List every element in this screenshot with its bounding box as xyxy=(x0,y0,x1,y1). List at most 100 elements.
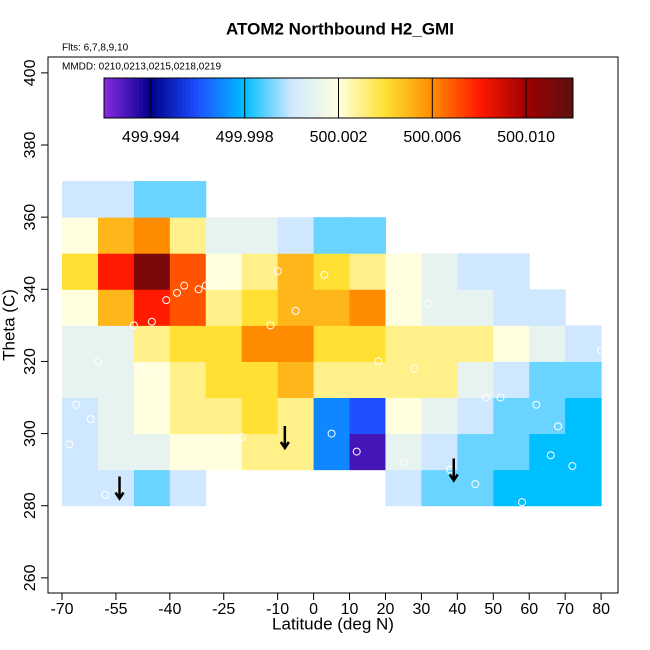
colorbar-swatch xyxy=(221,78,226,118)
heat-cell xyxy=(457,397,494,435)
heat-cell xyxy=(133,253,171,290)
heat-cell xyxy=(62,253,99,290)
colorbar-swatch xyxy=(459,78,465,118)
colorbar-swatch xyxy=(123,78,128,118)
heat-cell xyxy=(493,469,530,507)
heat-cell xyxy=(421,397,458,435)
colorbar-swatch xyxy=(119,78,125,118)
x-tick-label: -55 xyxy=(104,601,127,618)
heat-cell xyxy=(457,289,494,326)
heat-cell xyxy=(97,361,135,399)
colorbar-swatch xyxy=(471,78,476,118)
colorbar-swatch xyxy=(545,78,551,118)
heat-cell xyxy=(349,325,386,362)
heat-cell xyxy=(349,217,386,254)
heat-cell xyxy=(133,361,171,399)
x-axis-label: Latitude (deg N) xyxy=(272,614,394,633)
heat-cell xyxy=(133,433,171,471)
colorbar-swatch xyxy=(557,78,562,118)
heat-cell xyxy=(169,181,207,218)
colorbar-swatch xyxy=(373,78,379,118)
heat-cell xyxy=(457,361,494,399)
colorbar-swatch xyxy=(209,78,214,118)
y-tick-label: 380 xyxy=(22,132,39,159)
heat-cell xyxy=(169,217,207,254)
heat-cell xyxy=(62,469,99,507)
heat-cell xyxy=(133,217,171,254)
colorbar-swatch xyxy=(432,78,437,118)
colorbar-swatch xyxy=(135,78,140,118)
heat-cell xyxy=(62,289,99,326)
heat-cell xyxy=(313,361,351,399)
colorbar-swatch xyxy=(178,78,183,118)
heat-cell xyxy=(97,217,135,254)
heat-cell xyxy=(169,397,207,435)
colorbar-swatch xyxy=(514,78,519,118)
colorbar-swatch xyxy=(322,78,328,118)
heat-cell xyxy=(529,289,566,326)
colorbar-swatch xyxy=(334,78,339,118)
heat-cell xyxy=(133,397,171,435)
colorbar-swatch xyxy=(549,78,554,118)
heat-cell xyxy=(241,361,279,399)
colorbar-swatch xyxy=(530,78,535,118)
heat-cell xyxy=(205,433,243,471)
heat-cell xyxy=(169,361,207,399)
x-tick-label: 30 xyxy=(413,601,431,618)
y-axis-label: Theta (C) xyxy=(0,289,18,361)
observation-point xyxy=(101,490,110,499)
heat-cell xyxy=(133,289,171,326)
heat-cell xyxy=(349,289,386,326)
heat-cell xyxy=(421,325,458,362)
colorbar-swatch xyxy=(291,78,297,118)
heat-cell xyxy=(313,217,351,254)
heat-cell xyxy=(493,361,530,399)
observation-point xyxy=(147,317,156,326)
colorbar-swatch xyxy=(494,78,500,118)
observation-point xyxy=(194,285,203,294)
heat-cell xyxy=(565,325,602,362)
colorbar-swatch xyxy=(115,78,121,118)
heat-cell xyxy=(385,397,422,435)
plot-frame xyxy=(47,56,619,594)
x-tick-label: -70 xyxy=(50,601,73,618)
heat-cell xyxy=(565,361,602,399)
observation-point xyxy=(568,462,577,471)
colorbar-swatch xyxy=(393,78,398,118)
observation-point xyxy=(374,357,383,366)
colorbar-swatch xyxy=(479,78,484,118)
observation-point xyxy=(72,400,81,409)
heat-cell xyxy=(133,181,171,218)
colorbar-swatch xyxy=(490,78,496,118)
colorbar-swatch xyxy=(447,78,453,118)
observation-point xyxy=(86,415,95,424)
y-tick-label: 320 xyxy=(22,348,39,375)
colorbar-swatch xyxy=(252,78,257,118)
observation-point xyxy=(129,321,138,330)
colorbar-swatch xyxy=(232,78,238,118)
observation-point xyxy=(482,393,491,402)
colorbar-swatch xyxy=(416,78,422,118)
colorbar-swatch xyxy=(381,78,386,118)
colorbar-swatch xyxy=(463,78,468,118)
observation-point xyxy=(266,321,275,330)
colorbar-swatch xyxy=(143,78,148,118)
x-tick-label: 20 xyxy=(377,601,395,618)
y-tick-label: 400 xyxy=(22,59,39,86)
colorbar-swatch xyxy=(303,78,308,118)
observation-point xyxy=(291,306,300,315)
heat-cell xyxy=(62,433,99,471)
colorbar-swatch xyxy=(193,78,199,118)
colorbar-tick-label: 500.006 xyxy=(403,129,461,146)
colorbar-swatch xyxy=(502,78,508,118)
colorbar-swatch xyxy=(369,78,375,118)
colorbar-tick-label: 500.002 xyxy=(310,129,368,146)
heat-cell xyxy=(529,397,566,435)
colorbar-swatch xyxy=(189,78,195,118)
heat-cell xyxy=(529,469,566,507)
x-tick-label: -25 xyxy=(212,601,235,618)
observation-point xyxy=(597,346,606,355)
observation-point xyxy=(201,281,210,290)
heat-cell xyxy=(62,181,99,218)
colorbar-swatch xyxy=(553,78,558,118)
